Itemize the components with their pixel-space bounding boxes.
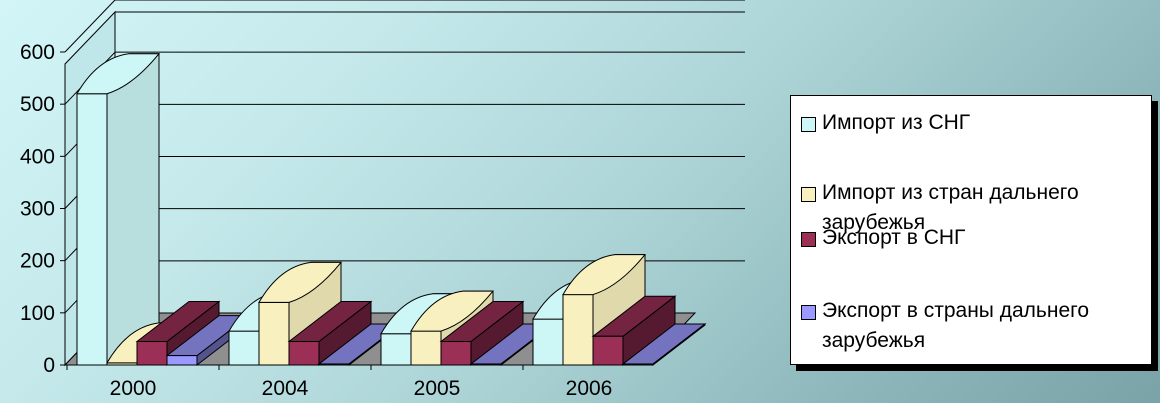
y-tick-label: 500	[20, 93, 55, 116]
y-tick-label: 300	[20, 198, 55, 221]
x-axis: 2000 2004 2005 2006	[65, 364, 645, 400]
legend-swatch	[801, 305, 816, 320]
legend-label: Импорт из СНГ	[822, 111, 971, 134]
bar-3-2004	[287, 300, 373, 367]
x-tick-label: 2006	[566, 377, 613, 400]
legend-swatch	[801, 187, 816, 202]
y-tick-label: 400	[20, 145, 55, 168]
y-tick-label: 0	[43, 354, 55, 377]
legend-label-cont: зарубежья	[822, 329, 926, 352]
legend-label-cont: зарубежья	[822, 211, 926, 234]
x-tick-label: 2000	[110, 377, 157, 400]
legend-item-import-far: Импорт из стран дальнего зарубежья	[801, 178, 1079, 238]
legend-item-import-cis: Импорт из СНГ	[801, 108, 970, 138]
bar-4-2006	[621, 322, 707, 367]
legend: Импорт из СНГ Импорт из стран дальнего за…	[790, 95, 1152, 365]
legend-label: Экспорт в СНГ	[822, 226, 966, 249]
gridline-side	[64, 0, 116, 53]
bars	[76, 53, 707, 367]
legend-item-export-far: Экспорт в страны дальнего зарубежья	[801, 296, 1089, 356]
y-tick-label: 200	[20, 250, 55, 273]
legend-label: Импорт из стран дальнего	[822, 181, 1079, 204]
y-tick-label: 100	[20, 302, 55, 325]
x-tick-label: 2004	[262, 377, 309, 400]
x-tick-label: 2005	[414, 377, 461, 400]
legend-swatch	[801, 117, 816, 132]
legend-label: Экспорт в страны дальнего	[822, 299, 1090, 322]
legend-swatch	[801, 232, 816, 247]
y-axis: 0 100 200 300 400 500 600	[20, 41, 66, 377]
legend-item-export-cis: Экспорт в СНГ	[801, 223, 965, 253]
bar-3-2006	[591, 295, 677, 367]
y-tick-label: 600	[20, 41, 55, 64]
bar-1-2000	[76, 53, 161, 366]
